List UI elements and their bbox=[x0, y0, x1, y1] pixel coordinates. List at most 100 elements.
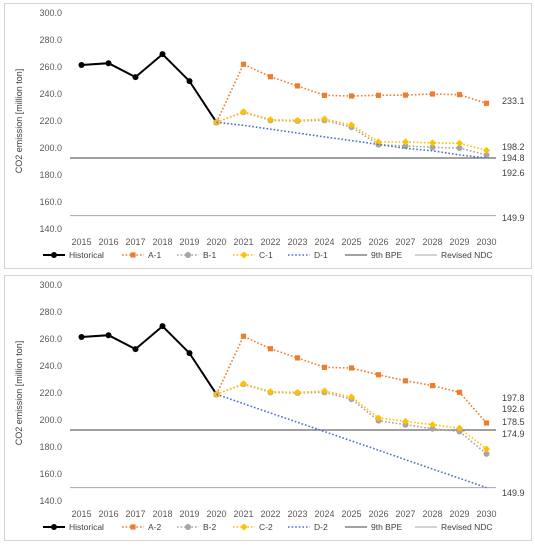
x-tick-label: 2024 bbox=[314, 237, 334, 247]
y-axis-label: CO2 emission [million ton] bbox=[14, 69, 24, 174]
legend-marker-b-2 bbox=[185, 524, 191, 530]
legend-label-d-1: D-1 bbox=[314, 250, 328, 260]
y-tick-label: 280.0 bbox=[39, 307, 62, 317]
data-point-c-1 bbox=[294, 116, 301, 124]
data-point-historical bbox=[78, 333, 85, 340]
series-line-b-1 bbox=[216, 111, 487, 156]
y-tick-label: 160.0 bbox=[39, 469, 62, 479]
x-tick-label: 2018 bbox=[152, 509, 172, 519]
data-point-a-2 bbox=[402, 378, 409, 384]
x-tick-label: 2017 bbox=[125, 509, 145, 519]
series-line-a-2 bbox=[215, 335, 488, 424]
y-tick-label: 280.0 bbox=[39, 35, 62, 45]
series-line-c-1 bbox=[216, 110, 487, 152]
y-tick-label: 180.0 bbox=[39, 442, 62, 452]
x-tick-label: 2015 bbox=[71, 237, 91, 247]
data-point-historical bbox=[186, 78, 193, 85]
data-point-c-2 bbox=[267, 388, 274, 396]
data-point-c-1 bbox=[456, 139, 463, 147]
data-point-c-2 bbox=[456, 424, 463, 432]
x-tick-label: 2018 bbox=[152, 237, 172, 247]
data-point-historical bbox=[159, 323, 166, 330]
y-tick-label: 160.0 bbox=[39, 197, 62, 207]
legend-label-b-2: B-2 bbox=[203, 522, 217, 532]
data-point-historical bbox=[186, 350, 193, 357]
series-line-historical bbox=[81, 324, 218, 395]
data-point-historical bbox=[105, 332, 112, 339]
legend-label-a-2: A-2 bbox=[148, 522, 162, 532]
data-point-b-2 bbox=[429, 425, 436, 432]
data-point-historical bbox=[78, 61, 85, 68]
y-tick-label: 240.0 bbox=[39, 361, 62, 371]
x-tick-label: 2026 bbox=[368, 509, 388, 519]
data-point-a-2 bbox=[375, 372, 382, 378]
data-point-a-1 bbox=[483, 100, 490, 106]
data-point-b-1 bbox=[429, 144, 436, 151]
legend-marker-historical bbox=[51, 524, 57, 530]
data-point-a-1 bbox=[267, 74, 274, 80]
data-point-c-2 bbox=[321, 387, 328, 395]
data-point-c-1 bbox=[483, 146, 490, 154]
data-point-c-2 bbox=[348, 393, 355, 401]
legend-marker-a-2 bbox=[130, 524, 136, 530]
data-point-a-1 bbox=[294, 83, 301, 89]
data-point-c-1 bbox=[348, 121, 355, 129]
x-tick-label: 2023 bbox=[287, 237, 307, 247]
data-point-a-1 bbox=[240, 61, 247, 67]
legend-label-9th-bpe: 9th BPE bbox=[371, 522, 403, 532]
legend-marker-c-1 bbox=[240, 251, 248, 259]
x-tick-label: 2025 bbox=[341, 509, 361, 519]
end-value-label: 178.5 bbox=[502, 417, 525, 427]
x-tick-label: 2020 bbox=[206, 237, 226, 247]
data-point-historical bbox=[132, 74, 139, 81]
x-tick-label: 2017 bbox=[125, 237, 145, 247]
legend-label-b-1: B-1 bbox=[203, 250, 217, 260]
legend-label-c-1: C-1 bbox=[259, 250, 273, 260]
y-tick-label: 260.0 bbox=[39, 62, 62, 72]
x-tick-label: 2025 bbox=[341, 237, 361, 247]
data-point-a-2 bbox=[483, 420, 490, 426]
y-tick-label: 200.0 bbox=[39, 415, 62, 425]
x-tick-label: 2019 bbox=[179, 237, 199, 247]
legend-label-c-2: C-2 bbox=[259, 522, 273, 532]
x-tick-label: 2019 bbox=[179, 509, 199, 519]
data-point-a-2 bbox=[321, 364, 328, 370]
data-point-c-2 bbox=[375, 414, 382, 422]
x-tick-label: 2030 bbox=[476, 237, 496, 247]
end-value-label: 192.6 bbox=[502, 404, 525, 414]
data-point-b-2 bbox=[483, 450, 490, 457]
data-point-c-1 bbox=[402, 138, 409, 146]
data-point-a-1 bbox=[375, 92, 382, 98]
y-tick-label: 300.0 bbox=[39, 280, 62, 290]
x-tick-label: 2022 bbox=[260, 509, 280, 519]
y-tick-label: 220.0 bbox=[39, 388, 62, 398]
y-tick-label: 140.0 bbox=[39, 496, 62, 506]
x-tick-label: 2029 bbox=[449, 237, 469, 247]
end-value-label: 149.9 bbox=[502, 488, 525, 498]
x-tick-label: 2027 bbox=[395, 509, 415, 519]
y-axis-label: CO2 emission [million ton] bbox=[14, 341, 24, 446]
y-tick-label: 220.0 bbox=[39, 116, 62, 126]
x-tick-label: 2016 bbox=[98, 237, 118, 247]
data-point-c-2 bbox=[429, 421, 436, 429]
data-point-c-2 bbox=[483, 445, 490, 453]
legend-label-revised-ndc: Revised NDC bbox=[441, 522, 493, 532]
data-point-a-2 bbox=[240, 333, 247, 339]
end-value-label: 197.8 bbox=[502, 393, 525, 403]
end-value-label: 192.6 bbox=[502, 168, 525, 178]
data-point-a-1 bbox=[429, 91, 436, 97]
end-value-label: 233.1 bbox=[502, 96, 525, 106]
legend-label-revised-ndc: Revised NDC bbox=[441, 250, 493, 260]
y-tick-label: 200.0 bbox=[39, 143, 62, 153]
legend-label-historical: Historical bbox=[69, 522, 104, 532]
legend-label-d-2: D-2 bbox=[314, 522, 328, 532]
data-point-c-1 bbox=[240, 108, 247, 116]
data-point-c-1 bbox=[429, 139, 436, 147]
x-tick-label: 2021 bbox=[233, 509, 253, 519]
data-point-c-1 bbox=[375, 138, 382, 146]
x-tick-label: 2023 bbox=[287, 509, 307, 519]
x-tick-label: 2021 bbox=[233, 237, 253, 247]
y-tick-label: 180.0 bbox=[39, 170, 62, 180]
series-line-historical bbox=[81, 52, 218, 123]
data-point-a-1 bbox=[402, 92, 409, 98]
